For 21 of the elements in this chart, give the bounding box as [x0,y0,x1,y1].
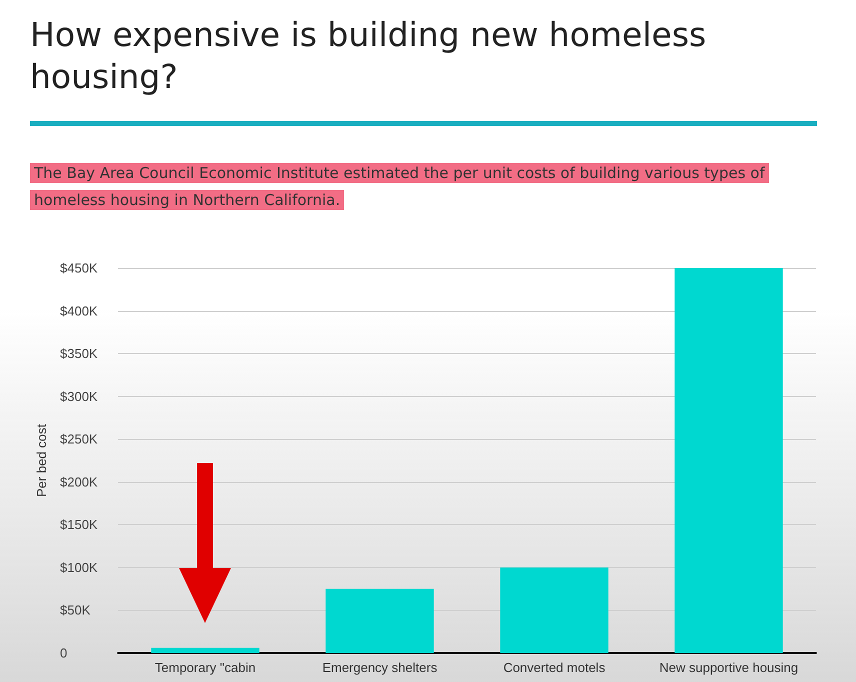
y-tick-label: $250K [60,432,98,447]
y-axis-title: Per bed cost [34,424,49,497]
y-tick-label: $100K [60,560,98,575]
chart-title: How expensive is building new homeless housing? [30,14,708,98]
y-tick-label: $400K [60,303,98,318]
y-tick-label: $150K [60,517,98,532]
bar [500,567,608,653]
x-tick-label: Temporary "cabin [154,660,256,675]
x-tick-label: Converted motels [503,660,606,675]
y-tick-label: $200K [60,474,98,490]
chart-subtitle: The Bay Area Council Economic Institute estimated the per unit costs of building various types of homeless housing in Northern California. [30,163,769,210]
x-tick-label: New supportive housing [659,660,798,675]
y-tick-label: $50K [60,602,91,618]
y-tick-label: $300K [60,388,98,404]
x-tick-label: Emergency shelters [322,660,438,675]
y-tick-label: 0 [60,646,68,660]
bar [326,588,434,653]
y-tick-label: $350K [60,346,98,362]
bar [151,648,260,653]
bar [674,268,783,653]
y-tick-label: $450K [60,260,98,276]
